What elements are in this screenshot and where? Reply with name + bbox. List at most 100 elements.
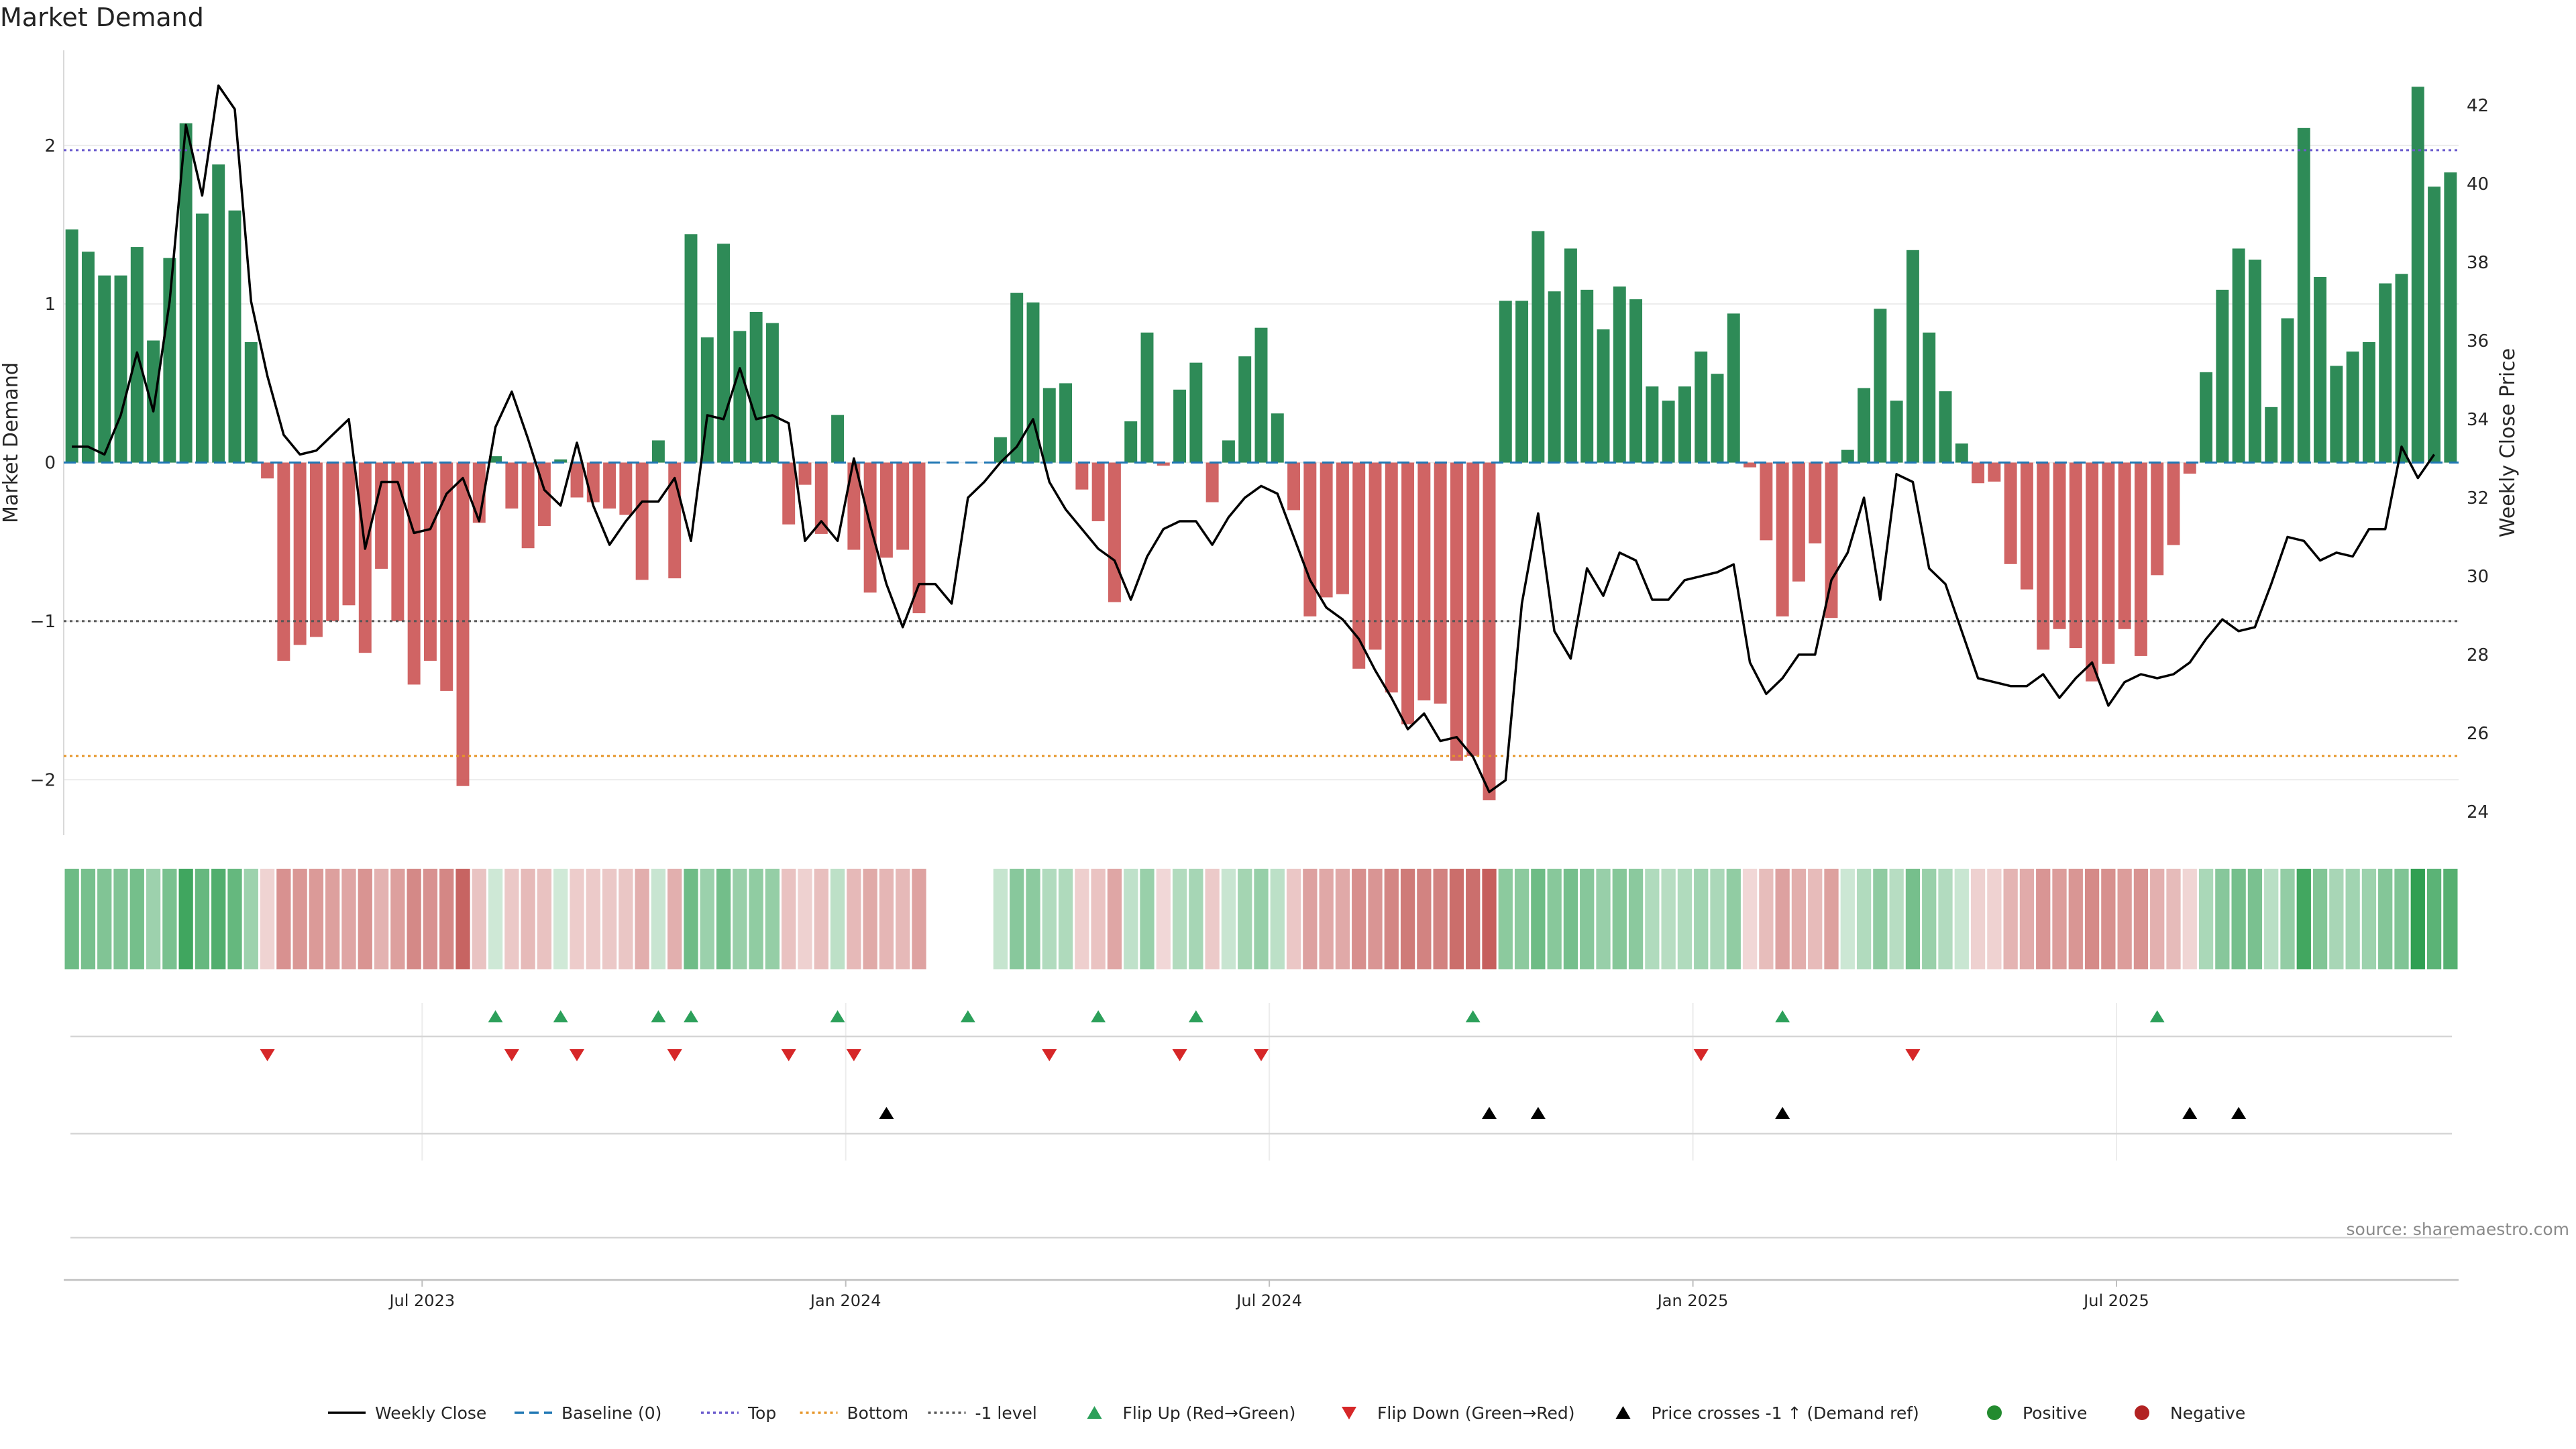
- demand-bar: [1499, 301, 1512, 463]
- demand-bar: [1923, 332, 1936, 463]
- flip-up-marker: [488, 1010, 503, 1022]
- heat-cell: [1677, 869, 1693, 969]
- demand-bar: [1564, 248, 1577, 463]
- y2-tick-label: 40: [2467, 174, 2489, 195]
- demand-bar: [2232, 248, 2245, 463]
- demand-bar: [228, 210, 241, 463]
- heat-cell: [1856, 869, 1872, 969]
- flip-down-marker: [1693, 1049, 1709, 1061]
- heat-cell: [1954, 869, 1969, 969]
- heat-cell: [1726, 869, 1741, 969]
- heat-cell: [211, 869, 226, 969]
- demand-bar: [1580, 289, 1594, 463]
- demand-bar: [1108, 462, 1121, 602]
- legend-label: Negative: [2170, 1403, 2245, 1423]
- demand-bar: [1140, 332, 1154, 463]
- demand-bar: [2200, 372, 2213, 463]
- demand-bar: [1238, 356, 1252, 463]
- heat-cell: [912, 869, 926, 969]
- demand-bar: [1091, 462, 1105, 521]
- heat-cell: [195, 869, 210, 969]
- demand-bar: [1303, 462, 1317, 616]
- demand-bar: [2037, 462, 2050, 650]
- demand-bar: [489, 456, 502, 463]
- demand-bar: [1010, 292, 1024, 463]
- heat-cell: [521, 869, 535, 969]
- demand-bar: [1124, 421, 1138, 463]
- flip-up-marker: [830, 1010, 845, 1022]
- heat-cell: [1498, 869, 1513, 969]
- y-tick-label: 0: [44, 453, 56, 474]
- demand-bar: [1776, 462, 1789, 616]
- demand-bar: [1385, 462, 1398, 693]
- heat-cell: [1433, 869, 1448, 969]
- demand-bar: [1271, 413, 1284, 463]
- demand-bar: [798, 462, 812, 485]
- heat-cell: [602, 869, 617, 969]
- heat-cell: [227, 869, 242, 969]
- demand-bar: [1743, 462, 1757, 468]
- demand-bar: [1173, 389, 1187, 463]
- demand-bar: [1662, 400, 1675, 463]
- demand-bar: [1075, 462, 1089, 490]
- flip-down-marker: [1042, 1049, 1057, 1061]
- legend-label: Baseline (0): [561, 1403, 661, 1423]
- flip-down-marker: [781, 1049, 796, 1061]
- demand-bar: [879, 462, 893, 558]
- heat-cell: [1710, 869, 1725, 969]
- demand-bar: [2053, 462, 2066, 629]
- demand-bar: [554, 459, 568, 463]
- flip-up-marker: [553, 1010, 568, 1022]
- heat-cell: [390, 869, 405, 969]
- demand-bar: [2281, 318, 2294, 463]
- demand-bar: [521, 462, 535, 549]
- heat-cell: [830, 869, 845, 969]
- heat-cell: [472, 869, 486, 969]
- demand-bar: [586, 462, 600, 502]
- demand-bar: [2346, 352, 2359, 463]
- heat-cell: [341, 869, 356, 969]
- heat-cell: [1824, 869, 1839, 969]
- heat-cell: [1400, 869, 1415, 969]
- heat-cell: [1547, 869, 1562, 969]
- demand-bar: [1466, 462, 1480, 756]
- legend-swatch: [1615, 1406, 1631, 1419]
- demand-bar: [147, 340, 160, 463]
- demand-bar: [114, 275, 127, 463]
- heat-cell: [1514, 869, 1529, 969]
- heat-cell: [1010, 869, 1024, 969]
- y-tick-label: 2: [44, 136, 56, 156]
- heat-cell: [1970, 869, 1986, 969]
- heat-cell: [374, 869, 389, 969]
- demand-bar: [2395, 274, 2408, 463]
- price-cross-marker: [2231, 1107, 2247, 1119]
- heat-cell: [1058, 869, 1073, 969]
- demand-bar: [570, 462, 584, 498]
- heat-cell: [651, 869, 666, 969]
- flip-down-marker: [570, 1049, 584, 1061]
- heat-cell: [146, 869, 161, 969]
- heat-cell: [276, 869, 291, 969]
- heat-cell: [1596, 869, 1611, 969]
- weekly-close-line: [72, 84, 2436, 794]
- heat-cell: [1319, 869, 1334, 969]
- heat-cell: [2410, 869, 2425, 969]
- demand-bar: [342, 462, 356, 606]
- heat-cell: [2101, 869, 2116, 969]
- heat-cell: [667, 869, 682, 969]
- heat-cell: [586, 869, 600, 969]
- heat-cell: [1628, 869, 1644, 969]
- heat-cell: [439, 869, 454, 969]
- heat-cell: [407, 869, 421, 969]
- heat-cell: [2215, 869, 2230, 969]
- heat-cell: [2068, 869, 2083, 969]
- demand-bar: [717, 244, 731, 463]
- price-cross-marker: [1775, 1107, 1790, 1119]
- heat-cell: [863, 869, 877, 969]
- demand-bar: [2248, 260, 2261, 463]
- flip-down-marker: [846, 1049, 861, 1061]
- demand-bar: [440, 462, 453, 691]
- legend-swatch: [2135, 1405, 2149, 1420]
- heat-cell: [358, 869, 372, 969]
- demand-bar: [2134, 462, 2147, 656]
